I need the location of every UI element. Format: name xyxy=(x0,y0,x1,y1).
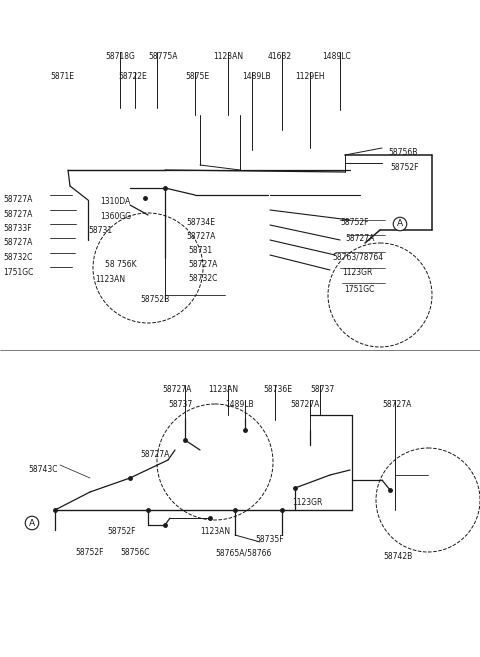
Text: 58727A: 58727A xyxy=(345,234,374,243)
Text: 58731: 58731 xyxy=(188,246,212,255)
Text: 58727A: 58727A xyxy=(3,210,32,219)
Text: 58727A: 58727A xyxy=(382,400,411,409)
Text: 1123GR: 1123GR xyxy=(342,268,372,277)
Text: 58727A: 58727A xyxy=(3,195,32,204)
Text: 58763/78764: 58763/78764 xyxy=(332,252,383,261)
Text: 58727A: 58727A xyxy=(186,232,216,241)
Text: 1489LB: 1489LB xyxy=(225,400,253,409)
Text: 58737: 58737 xyxy=(168,400,192,409)
Text: 58737: 58737 xyxy=(310,385,334,394)
Text: 58722E: 58722E xyxy=(118,72,147,81)
Text: 58727A: 58727A xyxy=(140,450,169,459)
Text: 58752F: 58752F xyxy=(340,218,369,227)
Text: 1123AN: 1123AN xyxy=(213,52,243,61)
Text: 58732C: 58732C xyxy=(188,274,217,283)
Text: 58731: 58731 xyxy=(88,226,112,235)
Text: 5875E: 5875E xyxy=(185,72,209,81)
Text: 1310DA: 1310DA xyxy=(100,197,130,206)
Text: 58765A/58766: 58765A/58766 xyxy=(215,548,271,557)
Text: 58743C: 58743C xyxy=(28,465,58,474)
Text: 58727A: 58727A xyxy=(290,400,319,409)
Text: 58742B: 58742B xyxy=(383,552,412,561)
Text: 1360GG: 1360GG xyxy=(100,212,131,221)
Text: 58752F: 58752F xyxy=(75,548,104,557)
Text: 58735F: 58735F xyxy=(255,535,284,544)
Text: 1129EH: 1129EH xyxy=(295,72,324,81)
Text: 58727A: 58727A xyxy=(188,260,217,269)
Text: 41632: 41632 xyxy=(268,52,292,61)
Text: 58756C: 58756C xyxy=(120,548,149,557)
Text: 1123GR: 1123GR xyxy=(292,498,323,507)
Text: 58756B: 58756B xyxy=(388,148,418,157)
Text: 58775A: 58775A xyxy=(148,52,178,61)
Text: 58733F: 58733F xyxy=(3,224,32,233)
Text: 58718G: 58718G xyxy=(105,52,135,61)
Text: 58727A: 58727A xyxy=(3,238,32,247)
Text: 58752B: 58752B xyxy=(140,295,169,304)
Text: A: A xyxy=(29,518,35,528)
Text: 58736E: 58736E xyxy=(263,385,292,394)
Text: 58734E: 58734E xyxy=(186,218,215,227)
Text: A: A xyxy=(397,219,403,229)
Text: 1123AN: 1123AN xyxy=(208,385,238,394)
Text: 1489LC: 1489LC xyxy=(322,52,351,61)
Text: 1123AN: 1123AN xyxy=(95,275,125,284)
Text: 1489LB: 1489LB xyxy=(242,72,271,81)
Text: 58732C: 58732C xyxy=(3,253,32,262)
Text: 5871E: 5871E xyxy=(50,72,74,81)
Text: 1751GC: 1751GC xyxy=(3,268,34,277)
Text: 1751GC: 1751GC xyxy=(344,285,374,294)
Text: 58752F: 58752F xyxy=(107,527,135,536)
Text: 58752F: 58752F xyxy=(390,163,419,172)
Text: 58727A: 58727A xyxy=(162,385,192,394)
Text: 1123AN: 1123AN xyxy=(200,527,230,536)
Text: 58 756K: 58 756K xyxy=(105,260,137,269)
